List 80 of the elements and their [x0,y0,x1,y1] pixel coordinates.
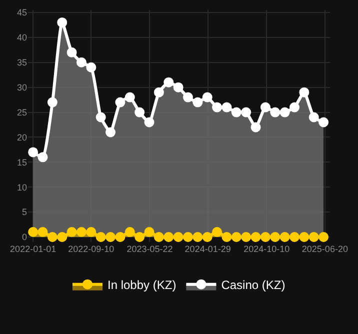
point [270,232,280,242]
point [299,232,310,242]
point [270,107,280,118]
point [144,117,154,128]
point [115,232,126,242]
point [28,147,38,158]
x-tick-label: 2025-06-20 [302,244,348,254]
legend-label: Casino (KZ) [221,278,286,292]
point [290,102,300,112]
point [38,152,48,162]
point [182,92,193,102]
point [154,232,164,242]
point [115,97,126,108]
point [308,232,319,242]
y-tick-label: 25 [16,107,27,118]
point [231,107,242,118]
y-tick-label: 20 [16,132,27,142]
point [250,122,261,132]
point [280,232,290,242]
point [202,232,212,242]
point [241,107,252,118]
point [66,47,77,58]
point [76,227,86,238]
y-tick-label: 15 [16,157,27,168]
point [86,62,96,72]
point [192,97,203,108]
point [182,232,193,242]
point [96,232,106,242]
point [154,87,164,98]
x-tick-label: 2024-10-10 [244,244,290,254]
legend-label: In lobby (KZ) [108,278,176,292]
point [124,92,135,102]
point [250,232,261,242]
point [57,17,68,28]
point [308,112,319,122]
x-tick-label: 2023-05-22 [126,244,173,254]
point [202,92,212,102]
y-tick-label: 30 [16,82,27,92]
point [106,127,116,138]
point [192,232,203,242]
y-tick-label: 35 [16,58,27,68]
point [212,102,222,112]
point [231,232,242,242]
point [260,102,270,112]
point [96,112,106,122]
point [38,227,48,238]
point [164,232,174,242]
point [299,87,310,98]
point [144,227,154,238]
y-tick-label: 45 [16,8,27,18]
point [134,232,145,242]
point [124,227,135,238]
point [28,227,38,238]
x-tick-label: 2022-01-01 [10,244,56,254]
point [47,232,58,242]
y-tick-label: 5 [22,207,27,218]
x-tick-label: 2022-09-10 [68,244,114,254]
point [318,232,329,242]
point [318,117,329,128]
y-tick-label: 40 [16,32,27,43]
point [164,77,174,88]
y-tick-label: 0 [22,232,27,242]
point [86,227,96,238]
point [241,232,252,242]
point [280,107,290,118]
point [290,232,300,242]
point [222,102,232,112]
point [106,232,116,242]
x-tick-label: 2024-01-29 [184,244,231,254]
point [260,232,270,242]
point [222,232,232,242]
point [76,57,86,68]
point [66,227,77,238]
point [173,82,184,92]
y-tick-label: 10 [16,182,27,192]
point [47,97,58,108]
point [173,232,184,242]
point [134,107,145,118]
point [57,232,68,242]
point [212,227,222,238]
